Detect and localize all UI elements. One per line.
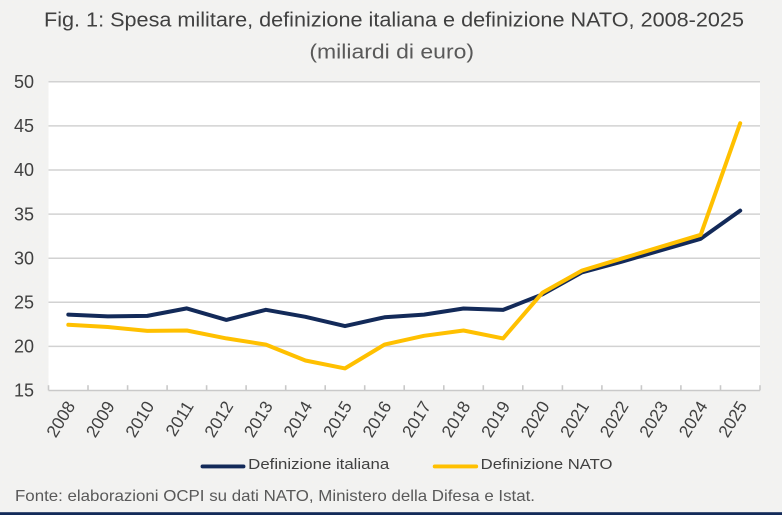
svg-text:2024: 2024 — [674, 397, 711, 441]
svg-text:40: 40 — [14, 160, 34, 180]
svg-text:45: 45 — [14, 116, 34, 136]
svg-text:50: 50 — [14, 72, 34, 92]
svg-text:2018: 2018 — [437, 397, 474, 440]
svg-text:2008: 2008 — [42, 397, 79, 440]
svg-text:(miliardi di euro): (miliardi di euro) — [309, 41, 474, 63]
svg-text:2017: 2017 — [398, 397, 435, 440]
svg-text:2013: 2013 — [240, 397, 277, 440]
svg-text:35: 35 — [14, 204, 34, 224]
svg-text:2014: 2014 — [279, 397, 316, 441]
svg-text:Fonte: elaborazioni OCPI su da: Fonte: elaborazioni OCPI su dati NATO, M… — [15, 488, 535, 505]
svg-text:2011: 2011 — [161, 397, 197, 439]
svg-text:25: 25 — [14, 293, 34, 313]
svg-text:2015: 2015 — [319, 397, 356, 440]
svg-text:2016: 2016 — [358, 397, 395, 440]
svg-text:2025: 2025 — [714, 397, 751, 440]
svg-text:2022: 2022 — [595, 397, 632, 440]
svg-text:Definizione NATO: Definizione NATO — [481, 456, 613, 473]
svg-text:2009: 2009 — [82, 397, 119, 440]
svg-text:Fig. 1: Spesa militare, defini: Fig. 1: Spesa militare, definizione ital… — [44, 10, 744, 32]
svg-text:2020: 2020 — [516, 397, 553, 440]
svg-text:2012: 2012 — [200, 397, 237, 440]
svg-text:30: 30 — [14, 248, 34, 268]
svg-text:20: 20 — [14, 337, 34, 357]
svg-text:2023: 2023 — [635, 397, 672, 440]
svg-text:15: 15 — [14, 381, 34, 401]
svg-text:2021: 2021 — [556, 397, 593, 440]
svg-text:2010: 2010 — [121, 397, 158, 440]
svg-text:Definizione italiana: Definizione italiana — [248, 456, 390, 473]
svg-text:2019: 2019 — [477, 397, 514, 440]
